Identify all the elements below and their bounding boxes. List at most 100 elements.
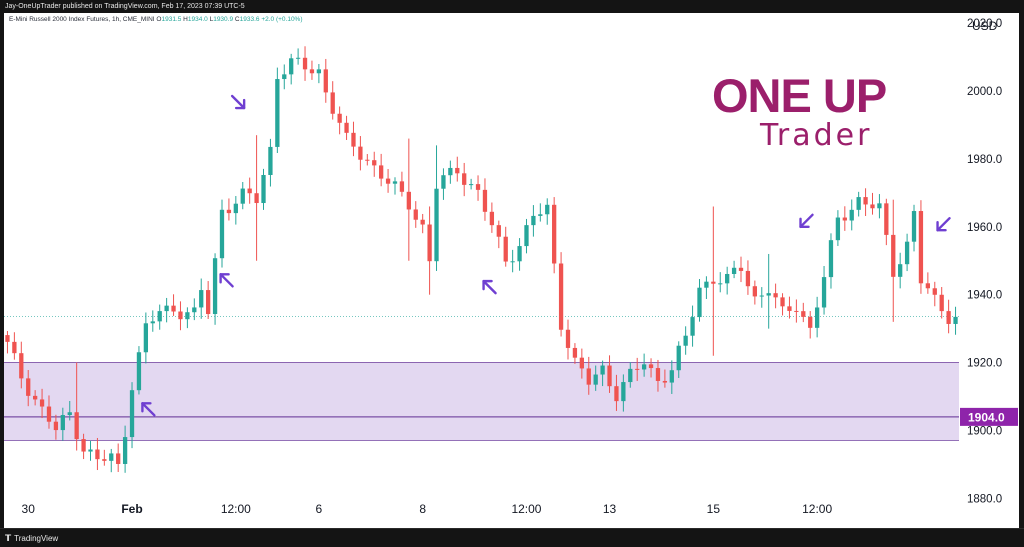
candle bbox=[434, 145, 439, 271]
candle-body bbox=[5, 335, 10, 342]
candle bbox=[593, 365, 598, 391]
candle bbox=[531, 205, 536, 237]
candle bbox=[233, 196, 238, 225]
candle bbox=[725, 266, 730, 295]
candle-body bbox=[164, 305, 169, 312]
candle-body bbox=[821, 277, 827, 308]
candle bbox=[413, 201, 418, 228]
candle bbox=[932, 281, 937, 307]
candle bbox=[718, 272, 723, 293]
candle bbox=[766, 253, 771, 329]
candle-body bbox=[448, 167, 453, 176]
arrow-shaft bbox=[219, 273, 234, 288]
chart-panel[interactable]: 2020.0 2000.0 1980.0 1960.0 1940.0 1920.0 1900… bbox=[4, 13, 1019, 528]
candle bbox=[628, 362, 633, 388]
price-chart[interactable]: 2020.0 2000.0 1980.0 1960.0 1940.0 1920.0 1900… bbox=[4, 13, 1019, 528]
candle-body bbox=[496, 225, 501, 237]
candle-body bbox=[932, 288, 937, 295]
candle-body bbox=[725, 273, 730, 284]
candle-body bbox=[434, 188, 439, 262]
candle bbox=[863, 188, 868, 216]
level-badge bbox=[960, 407, 1018, 426]
arrow-shaft bbox=[936, 217, 951, 232]
logo-sub-text: Trader bbox=[760, 118, 873, 153]
publish-note: Jay-OneUpTrader published on TradingView… bbox=[5, 3, 245, 10]
candle-body bbox=[129, 390, 135, 438]
candle bbox=[814, 296, 820, 338]
candle-body bbox=[842, 217, 847, 221]
candle bbox=[143, 312, 149, 364]
candle-body bbox=[891, 234, 896, 277]
logo-main-text: ONE UP bbox=[712, 69, 887, 122]
candle-body bbox=[372, 160, 377, 166]
footer-divider bbox=[0, 528, 1024, 529]
candle bbox=[953, 306, 958, 335]
annotation-arrow bbox=[799, 213, 814, 229]
candle bbox=[455, 156, 460, 182]
candle-body bbox=[88, 449, 93, 452]
candle bbox=[655, 359, 661, 392]
candle bbox=[842, 206, 847, 231]
candle-body bbox=[808, 316, 813, 328]
candle-body bbox=[870, 204, 875, 209]
candle-body bbox=[406, 191, 411, 210]
candle bbox=[773, 283, 778, 309]
candle bbox=[247, 177, 252, 204]
candle-body bbox=[877, 203, 882, 209]
candle-body bbox=[475, 184, 481, 190]
candle-body bbox=[295, 57, 301, 59]
candle bbox=[427, 206, 432, 295]
candle-body bbox=[468, 184, 474, 186]
ohlc-high: 1934.0 bbox=[187, 16, 208, 23]
footer-brand[interactable]: 𝗧 TradingView bbox=[5, 531, 58, 545]
candles-layer bbox=[5, 46, 958, 473]
candle bbox=[268, 138, 273, 187]
candle-body bbox=[718, 283, 723, 285]
candle-body bbox=[766, 293, 771, 296]
candle bbox=[60, 407, 65, 441]
candle-body bbox=[904, 241, 910, 265]
candle-body bbox=[385, 178, 391, 184]
candle-body bbox=[621, 382, 626, 402]
candle bbox=[323, 58, 328, 103]
arrow-shaft bbox=[482, 279, 497, 295]
candle-body bbox=[538, 214, 543, 216]
candle bbox=[565, 319, 571, 360]
arrow-head bbox=[141, 402, 152, 413]
candle-body bbox=[122, 437, 128, 464]
candle-body bbox=[379, 165, 384, 179]
candle bbox=[697, 279, 702, 322]
candle bbox=[787, 296, 792, 319]
candle-body bbox=[102, 459, 107, 461]
annotation-arrows-layer bbox=[141, 94, 951, 417]
candle bbox=[462, 162, 467, 197]
candle-body bbox=[704, 281, 709, 288]
candle-body bbox=[81, 439, 86, 452]
candle-body bbox=[683, 335, 688, 346]
candle bbox=[510, 249, 515, 273]
time-tick-label: 30 bbox=[22, 502, 36, 516]
time-tick-label: 12:00 bbox=[511, 502, 541, 516]
candle-body bbox=[731, 267, 737, 274]
annotation-arrow bbox=[141, 402, 156, 417]
candle bbox=[67, 400, 72, 421]
candle bbox=[939, 287, 944, 319]
price-tick-label: 2020.0 bbox=[967, 18, 1002, 30]
candle-body bbox=[911, 211, 917, 242]
candle bbox=[157, 304, 162, 330]
price-tick-label: 1920.0 bbox=[967, 358, 1002, 370]
candle-body bbox=[635, 368, 640, 370]
time-tick-label: 6 bbox=[316, 502, 323, 516]
candle bbox=[482, 178, 488, 221]
candle bbox=[503, 226, 508, 267]
candle bbox=[545, 198, 550, 225]
candle-body bbox=[489, 211, 495, 226]
candle bbox=[420, 213, 425, 234]
ohlc-close: 1933.6 bbox=[239, 16, 260, 23]
candle-body bbox=[26, 378, 31, 396]
price-axis-bg bbox=[959, 13, 1019, 528]
candle bbox=[489, 202, 495, 233]
candle bbox=[26, 369, 31, 407]
candle-body bbox=[558, 263, 564, 330]
candle bbox=[558, 252, 564, 337]
